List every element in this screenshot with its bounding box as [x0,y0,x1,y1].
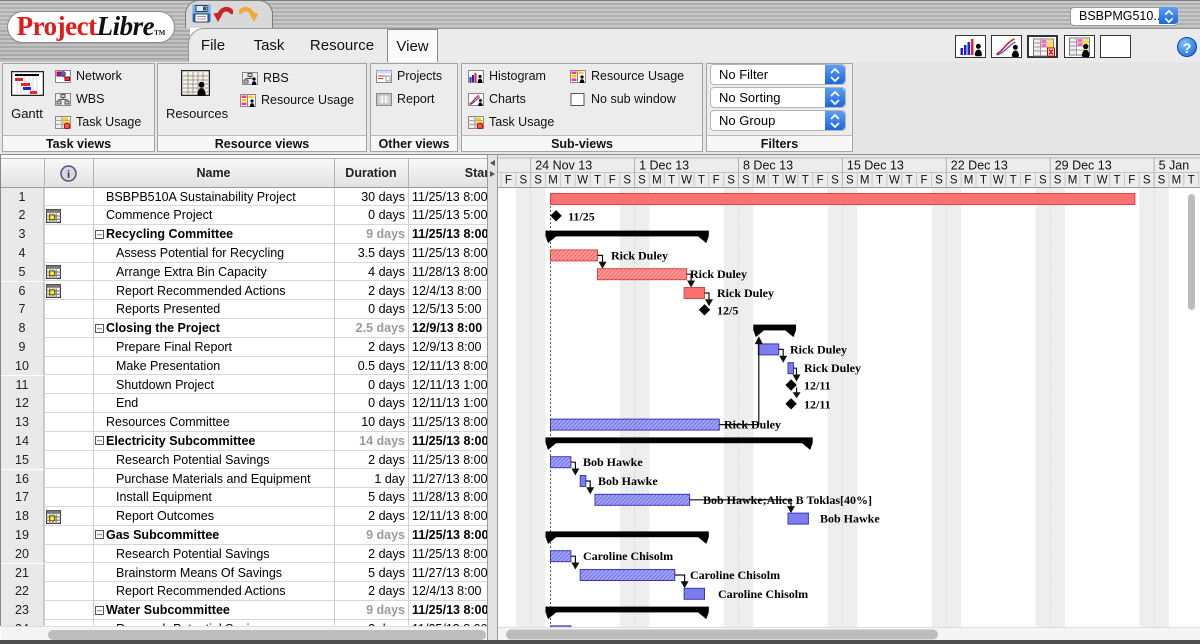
svg-text:Caroline Chisolm: Caroline Chisolm [718,587,808,601]
svg-text:W: W [993,175,1004,187]
svg-text:Rick Duley: Rick Duley [611,248,668,262]
svg-text:M: M [860,175,870,187]
svg-text:T: T [980,175,987,187]
svg-text:12/5: 12/5 [717,303,738,317]
svg-text:Bob Hawke;Alice B Toklas[40%]: Bob Hawke;Alice B Toklas[40%] [703,493,872,507]
svg-text:24 Nov 13: 24 Nov 13 [535,159,592,173]
svg-text:S: S [950,175,958,187]
svg-text:Rick Duley: Rick Duley [790,342,847,356]
svg-text:Bob Hawke: Bob Hawke [820,512,880,526]
svg-text:15 Dec 13: 15 Dec 13 [847,159,904,173]
svg-text:T: T [594,175,601,187]
svg-text:F: F [505,175,512,187]
svg-text:W: W [577,175,588,187]
svg-text:T: T [1010,175,1017,187]
svg-text:S: S [742,175,750,187]
svg-text:Rick Duley: Rick Duley [717,286,774,300]
svg-text:1 Dec 13: 1 Dec 13 [639,159,689,173]
svg-text:S: S [1158,175,1166,187]
svg-text:Rick Duley: Rick Duley [690,267,747,281]
svg-text:S: S [1143,175,1151,187]
svg-text:M: M [1172,175,1182,187]
svg-text:F: F [609,175,616,187]
svg-text:S: S [534,175,542,187]
svg-text:Caroline Chisolm: Caroline Chisolm [690,568,780,582]
svg-text:F: F [1024,175,1031,187]
svg-text:F: F [817,175,824,187]
svg-text:12/11: 12/11 [804,379,831,393]
svg-text:T: T [802,175,809,187]
svg-text:T: T [906,175,913,187]
svg-text:M: M [1068,175,1078,187]
svg-text:22 Dec 13: 22 Dec 13 [951,159,1008,173]
svg-text:W: W [785,175,796,187]
svg-text:M: M [652,175,662,187]
svg-text:S: S [727,175,735,187]
svg-text:Rick Duley: Rick Duley [804,361,861,375]
svg-text:W: W [1097,175,1108,187]
svg-text:S: S [519,175,527,187]
svg-text:W: W [889,175,900,187]
svg-text:F: F [713,175,720,187]
svg-text:M: M [964,175,974,187]
svg-text:T: T [668,175,675,187]
svg-text:8 Dec 13: 8 Dec 13 [743,159,793,173]
svg-text:Rick Duley: Rick Duley [724,418,781,432]
svg-text:29 Dec 13: 29 Dec 13 [1055,159,1112,173]
svg-text:S: S [935,175,943,187]
svg-text:S: S [623,175,631,187]
svg-text:F: F [1128,175,1135,187]
svg-text:M: M [548,175,558,187]
svg-text:W: W [681,175,692,187]
svg-text:M: M [756,175,766,187]
svg-text:F: F [920,175,927,187]
svg-text:11/25: 11/25 [568,209,595,223]
svg-text:T: T [1188,175,1195,187]
svg-text:Bob Hawke: Bob Hawke [598,474,658,488]
svg-text:T: T [564,175,571,187]
svg-text:T: T [876,175,883,187]
svg-text:Bob Hawke: Bob Hawke [583,455,643,469]
svg-text:12/11: 12/11 [804,397,831,411]
svg-text:5 Jan: 5 Jan [1159,159,1190,173]
svg-text:S: S [638,175,646,187]
svg-text:S: S [846,175,854,187]
svg-text:T: T [772,175,779,187]
svg-text:S: S [1039,175,1047,187]
svg-text:T: T [1084,175,1091,187]
svg-text:T: T [1113,175,1120,187]
svg-text:i: i [67,169,70,181]
svg-text:S: S [1054,175,1062,187]
svg-text:Caroline Chisolm: Caroline Chisolm [583,549,673,563]
svg-text:T: T [698,175,705,187]
svg-text:S: S [831,175,839,187]
